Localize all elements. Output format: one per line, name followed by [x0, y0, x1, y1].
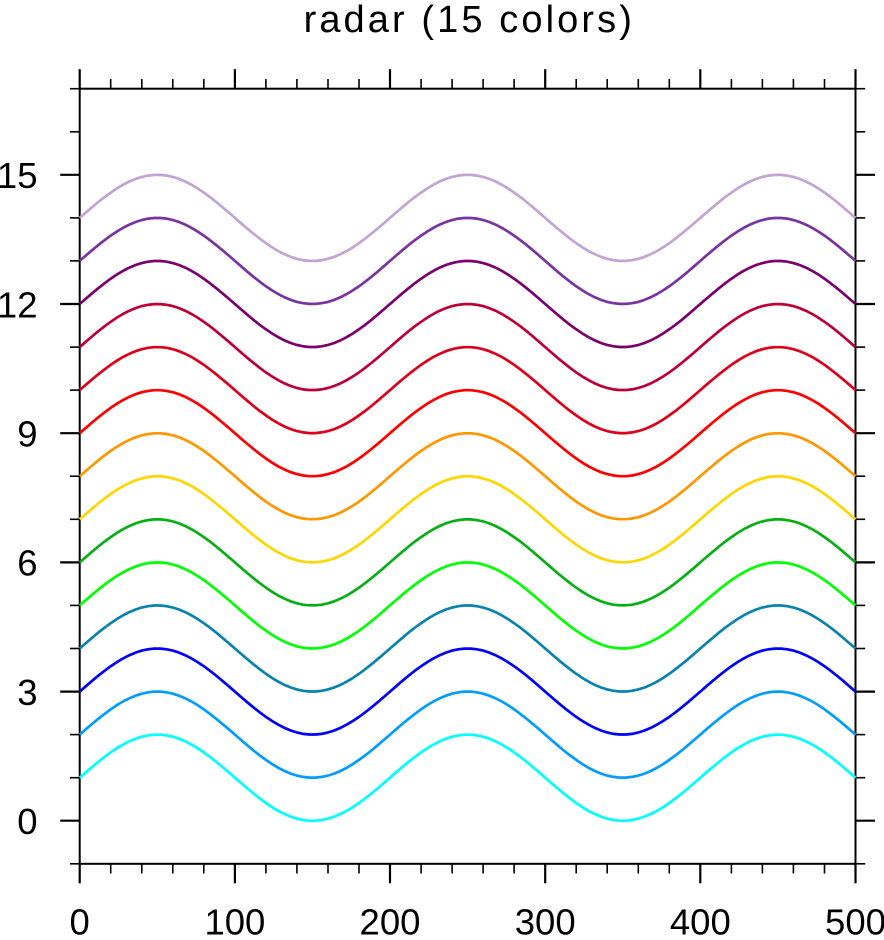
svg-text:400: 400 — [670, 901, 731, 935]
svg-text:15: 15 — [0, 155, 38, 196]
svg-text:3: 3 — [17, 672, 37, 713]
svg-text:300: 300 — [515, 901, 576, 935]
svg-text:9: 9 — [17, 414, 37, 455]
svg-text:200: 200 — [360, 901, 421, 935]
svg-text:12: 12 — [0, 284, 38, 325]
svg-text:radar (15 colors): radar (15 colors) — [304, 0, 635, 41]
svg-text:6: 6 — [17, 543, 37, 584]
svg-text:0: 0 — [17, 801, 37, 842]
svg-text:500: 500 — [825, 901, 884, 935]
svg-text:100: 100 — [204, 901, 265, 935]
svg-text:0: 0 — [70, 901, 90, 935]
